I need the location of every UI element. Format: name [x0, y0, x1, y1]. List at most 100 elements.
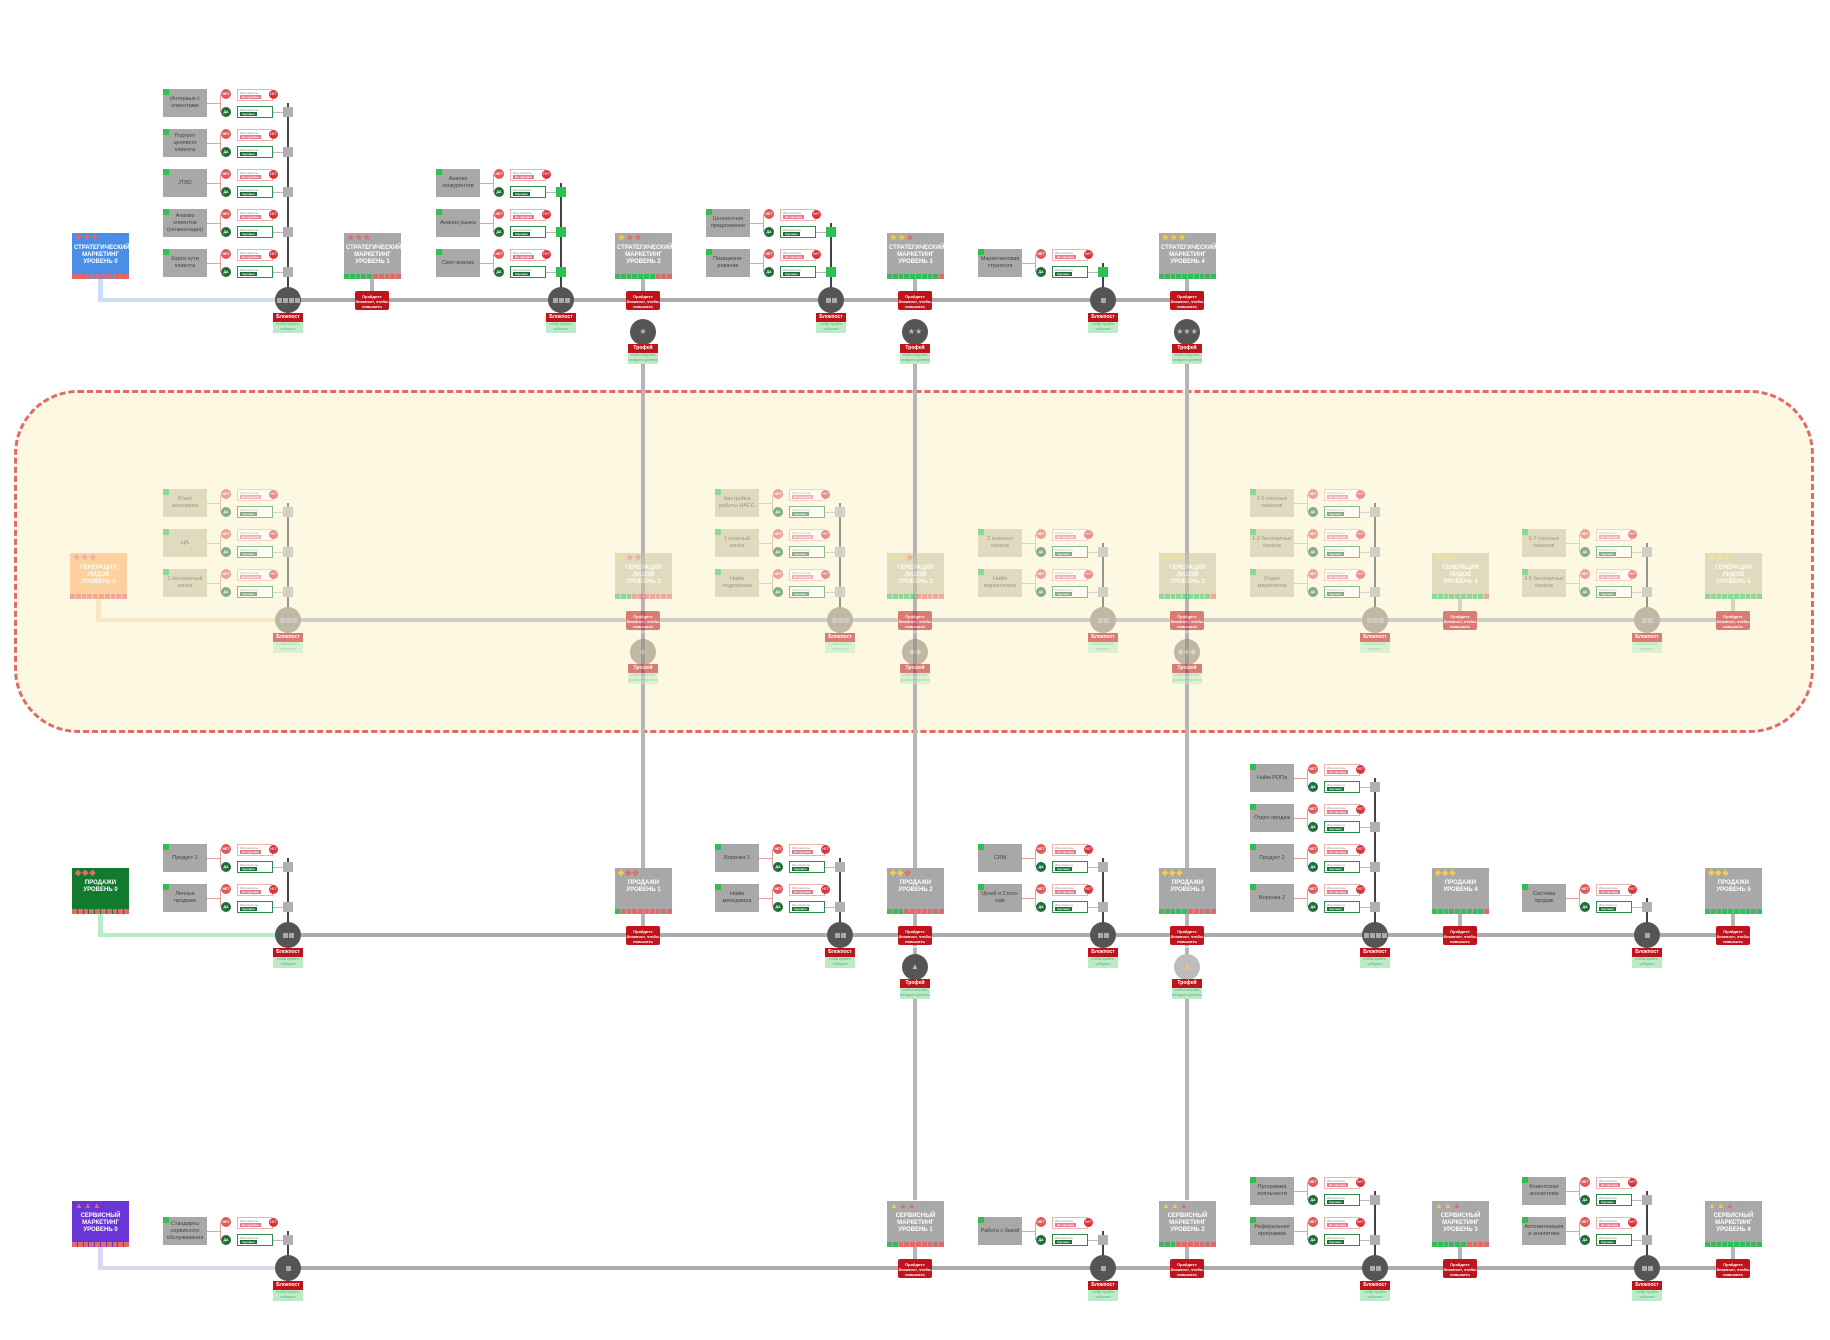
- task-card[interactable]: Клиентская экосистема: [1522, 1177, 1566, 1205]
- no-result-card[interactable]: Исполнитель Не сделано: [1052, 884, 1088, 896]
- trophy-icon[interactable]: ★★: [902, 319, 928, 345]
- task-card[interactable]: 1 бесплатный канал: [163, 569, 207, 597]
- yes-result-card[interactable]: Исполнитель Сделано: [510, 266, 546, 278]
- no-button[interactable]: НЕТ: [1580, 529, 1590, 539]
- level-card[interactable]: ★★★ СТРАТЕГИЧЕСКИЙ МАРКЕТИНГ УРОВЕНЬ 2: [615, 233, 673, 279]
- task-card[interactable]: 6-7 платных каналов: [1522, 529, 1566, 557]
- yes-result-card[interactable]: Исполнитель Сделано: [1052, 901, 1088, 913]
- task-card[interactable]: Работа с базой: [978, 1217, 1022, 1245]
- yes-result-card[interactable]: Исполнитель Сделано: [237, 226, 273, 238]
- yes-button[interactable]: ДА: [1308, 902, 1318, 912]
- level-up-button[interactable]: Пройдите блокпост, чтобы повысить уровен…: [1170, 1259, 1204, 1282]
- no-result-card[interactable]: Исполнитель Не сделано: [789, 569, 825, 581]
- level-card[interactable]: ▲▲▲ СЕРВИСНЫЙ МАРКЕТИНГ УРОВЕНЬ 1: [887, 1201, 944, 1247]
- task-card[interactable]: Найм менеджера: [715, 884, 759, 912]
- yes-result-card[interactable]: Исполнитель Сделано: [789, 861, 825, 873]
- yes-result-card[interactable]: Исполнитель Сделано: [1596, 901, 1632, 913]
- no-result-card[interactable]: Исполнитель Не сделано: [1052, 249, 1088, 261]
- checkpoint-hub-icon[interactable]: [275, 922, 301, 948]
- task-card[interactable]: 3-5 бесплатных канала: [1522, 569, 1566, 597]
- no-result-card[interactable]: Исполнитель Не сделано: [237, 169, 273, 181]
- level-up-button[interactable]: Пройдите блокпост, чтобы повысить уровен…: [355, 291, 389, 314]
- no-button[interactable]: НЕТ: [773, 489, 783, 499]
- yes-button[interactable]: ДА: [221, 227, 231, 237]
- yes-result-card[interactable]: Исполнитель Сделано: [1324, 1194, 1360, 1206]
- no-button[interactable]: НЕТ: [221, 529, 231, 539]
- yes-result-card[interactable]: Исполнитель Сделано: [1052, 546, 1088, 558]
- yes-result-card[interactable]: Исполнитель Сделано: [789, 901, 825, 913]
- no-button[interactable]: НЕТ: [773, 529, 783, 539]
- level-up-button[interactable]: Пройдите блокпост, чтобы повысить уровен…: [1443, 611, 1477, 634]
- checkpoint-hub-icon[interactable]: [275, 287, 301, 313]
- yes-button[interactable]: ДА: [1036, 1235, 1046, 1245]
- trophy-icon[interactable]: ★★★: [1174, 319, 1200, 345]
- no-result-card[interactable]: Исполнитель Не сделано: [1596, 529, 1632, 541]
- level-card[interactable]: ★★★ ГЕНЕРАЦИЯ ЛИДОВ УРОВЕНЬ 1: [615, 553, 672, 599]
- task-card[interactable]: Интервью с клиентами: [163, 89, 207, 117]
- yes-button[interactable]: ДА: [1580, 1195, 1590, 1205]
- no-result-card[interactable]: Исполнитель Не сделано: [789, 884, 825, 896]
- no-button[interactable]: НЕТ: [1308, 884, 1318, 894]
- no-result-card[interactable]: Исполнитель Не сделано: [237, 1217, 273, 1229]
- task-card[interactable]: Продукт 2: [1250, 844, 1294, 872]
- yes-result-card[interactable]: Исполнитель Сделано: [237, 186, 273, 198]
- no-result-card[interactable]: Исполнитель Не сделано: [1324, 884, 1360, 896]
- level-card[interactable]: ★★★ СТРАТЕГИЧЕСКИЙ МАРКЕТИНГ УРОВЕНЬ 3: [887, 233, 945, 279]
- yes-result-card[interactable]: Исполнитель Сделано: [1596, 1234, 1632, 1246]
- yes-result-card[interactable]: Исполнитель Сделано: [1324, 546, 1360, 558]
- yes-button[interactable]: ДА: [773, 862, 783, 872]
- task-card[interactable]: Портрет целевого клиента: [163, 129, 207, 157]
- yes-result-card[interactable]: Исполнитель Сделано: [1324, 901, 1360, 913]
- level-card[interactable]: ◆◆◆ ПРОДАЖИ УРОВЕНЬ 3: [1159, 868, 1216, 914]
- checkpoint-hub-icon[interactable]: [1090, 287, 1116, 313]
- level-card[interactable]: ★★★ ГЕНЕРАЦИЯ ЛИДОВ УРОВЕНЬ 5: [1705, 553, 1762, 599]
- yes-result-card[interactable]: Исполнитель Сделано: [1596, 586, 1632, 598]
- yes-result-card[interactable]: Исполнитель Сделано: [237, 861, 273, 873]
- yes-result-card[interactable]: Исполнитель Сделано: [789, 586, 825, 598]
- no-button[interactable]: НЕТ: [1580, 884, 1590, 894]
- task-card[interactable]: Воронка 1: [715, 844, 759, 872]
- level-card[interactable]: ★★★ СТРАТЕГИЧЕСКИЙ МАРКЕТИНГ УРОВЕНЬ 0: [72, 233, 130, 279]
- no-button[interactable]: НЕТ: [1308, 1217, 1318, 1227]
- trophy-icon[interactable]: ◆◆: [902, 639, 928, 665]
- task-card[interactable]: Анализ конкурентов: [436, 169, 480, 197]
- no-result-card[interactable]: Исполнитель Не сделано: [1324, 569, 1360, 581]
- task-card[interactable]: Реферальная программа: [1250, 1217, 1294, 1245]
- yes-result-card[interactable]: Исполнитель Сделано: [1052, 861, 1088, 873]
- no-button[interactable]: НЕТ: [1308, 804, 1318, 814]
- no-button[interactable]: НЕТ: [494, 209, 504, 219]
- yes-result-card[interactable]: Исполнитель Сделано: [237, 506, 273, 518]
- level-up-button[interactable]: Пройдите блокпост, чтобы повысить уровен…: [626, 926, 660, 949]
- yes-button[interactable]: ДА: [1580, 587, 1590, 597]
- level-up-button[interactable]: Пройдите блокпост, чтобы повысить уровен…: [1716, 1259, 1750, 1282]
- yes-button[interactable]: ДА: [221, 862, 231, 872]
- task-card[interactable]: ЦА: [163, 529, 207, 557]
- checkpoint-hub-icon[interactable]: [1634, 1255, 1660, 1281]
- level-up-button[interactable]: Пройдите блокпост, чтобы повысить уровен…: [1170, 926, 1204, 949]
- task-card[interactable]: Анализ клиентов (сегментация): [163, 209, 207, 237]
- task-card[interactable]: 1-2 бесплатных канала: [1250, 529, 1294, 557]
- checkpoint-hub-icon[interactable]: [1090, 922, 1116, 948]
- checkpoint-hub-icon[interactable]: [1634, 922, 1660, 948]
- no-result-card[interactable]: Исполнитель Не сделано: [510, 249, 546, 261]
- task-card[interactable]: 2 платных канала: [978, 529, 1022, 557]
- checkpoint-hub-icon[interactable]: [275, 1255, 301, 1281]
- yes-button[interactable]: ДА: [494, 227, 504, 237]
- yes-button[interactable]: ДА: [1308, 547, 1318, 557]
- no-button[interactable]: НЕТ: [221, 489, 231, 499]
- level-up-button[interactable]: Пройдите блокпост, чтобы повысить уровен…: [1443, 926, 1477, 949]
- yes-result-card[interactable]: Исполнитель Сделано: [1596, 546, 1632, 558]
- no-result-card[interactable]: Исполнитель Не сделано: [1324, 1177, 1360, 1189]
- yes-button[interactable]: ДА: [1580, 547, 1590, 557]
- level-card[interactable]: ▲▲▲ СЕРВИСНЫЙ МАРКЕТИНГ УРОВЕНЬ 3: [1432, 1201, 1489, 1247]
- task-card[interactable]: Программа лояльности: [1250, 1177, 1294, 1205]
- no-result-card[interactable]: Исполнитель Не сделано: [780, 209, 816, 221]
- yes-button[interactable]: ДА: [764, 227, 774, 237]
- task-card[interactable]: Воронка 2: [1250, 884, 1294, 912]
- yes-button[interactable]: ДА: [494, 267, 504, 277]
- yes-button[interactable]: ДА: [221, 187, 231, 197]
- yes-button[interactable]: ДА: [1308, 862, 1318, 872]
- task-card[interactable]: Найм подрядчика: [715, 569, 759, 597]
- yes-button[interactable]: ДА: [773, 587, 783, 597]
- no-result-card[interactable]: Исполнитель Не сделано: [1052, 844, 1088, 856]
